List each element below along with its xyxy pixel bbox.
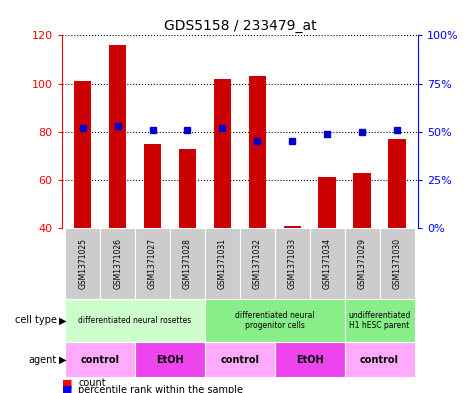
Bar xyxy=(353,173,371,228)
Text: ■: ■ xyxy=(62,385,72,393)
Text: GSM1371029: GSM1371029 xyxy=(358,238,367,289)
Bar xyxy=(345,299,415,342)
Bar xyxy=(205,299,345,342)
Text: control: control xyxy=(220,354,259,365)
Text: cell type: cell type xyxy=(15,315,57,325)
Bar xyxy=(65,228,100,299)
Bar xyxy=(345,228,380,299)
Title: GDS5158 / 233479_at: GDS5158 / 233479_at xyxy=(163,19,316,33)
Text: control: control xyxy=(81,354,120,365)
Text: ▶: ▶ xyxy=(59,354,67,365)
Bar xyxy=(109,45,126,228)
Text: undifferentiated
H1 hESC parent: undifferentiated H1 hESC parent xyxy=(348,310,411,330)
Text: control: control xyxy=(360,354,399,365)
Text: agent: agent xyxy=(29,354,57,365)
Text: differentiated neural rosettes: differentiated neural rosettes xyxy=(78,316,192,325)
Text: GSM1371026: GSM1371026 xyxy=(113,238,122,289)
Text: GSM1371030: GSM1371030 xyxy=(392,238,401,289)
Text: EtOH: EtOH xyxy=(296,354,323,365)
Text: GSM1371032: GSM1371032 xyxy=(253,238,262,289)
Bar xyxy=(135,342,205,377)
Text: ▶: ▶ xyxy=(59,315,67,325)
Text: GSM1371034: GSM1371034 xyxy=(323,238,332,289)
Text: GSM1371028: GSM1371028 xyxy=(183,238,192,289)
Bar xyxy=(214,79,231,228)
Bar xyxy=(389,139,406,228)
Text: count: count xyxy=(78,378,106,388)
Bar xyxy=(275,342,345,377)
Bar xyxy=(240,228,275,299)
Bar xyxy=(345,342,415,377)
Bar xyxy=(380,228,415,299)
Text: GSM1371033: GSM1371033 xyxy=(288,238,297,289)
Bar xyxy=(284,226,301,228)
Bar xyxy=(205,342,275,377)
Bar xyxy=(144,144,162,228)
Bar xyxy=(100,228,135,299)
Bar xyxy=(135,228,170,299)
Bar xyxy=(205,228,240,299)
Bar xyxy=(65,342,135,377)
Bar xyxy=(74,81,91,228)
Text: differentiated neural
progenitor cells: differentiated neural progenitor cells xyxy=(235,310,314,330)
Bar xyxy=(65,299,205,342)
Bar xyxy=(318,177,336,228)
Text: EtOH: EtOH xyxy=(156,354,184,365)
Bar xyxy=(179,149,196,228)
Text: percentile rank within the sample: percentile rank within the sample xyxy=(78,385,243,393)
Text: GSM1371027: GSM1371027 xyxy=(148,238,157,289)
Text: GSM1371031: GSM1371031 xyxy=(218,238,227,289)
Bar xyxy=(275,228,310,299)
Bar xyxy=(310,228,345,299)
Text: ■: ■ xyxy=(62,378,72,388)
Bar xyxy=(170,228,205,299)
Bar xyxy=(248,76,266,228)
Text: GSM1371025: GSM1371025 xyxy=(78,238,87,289)
